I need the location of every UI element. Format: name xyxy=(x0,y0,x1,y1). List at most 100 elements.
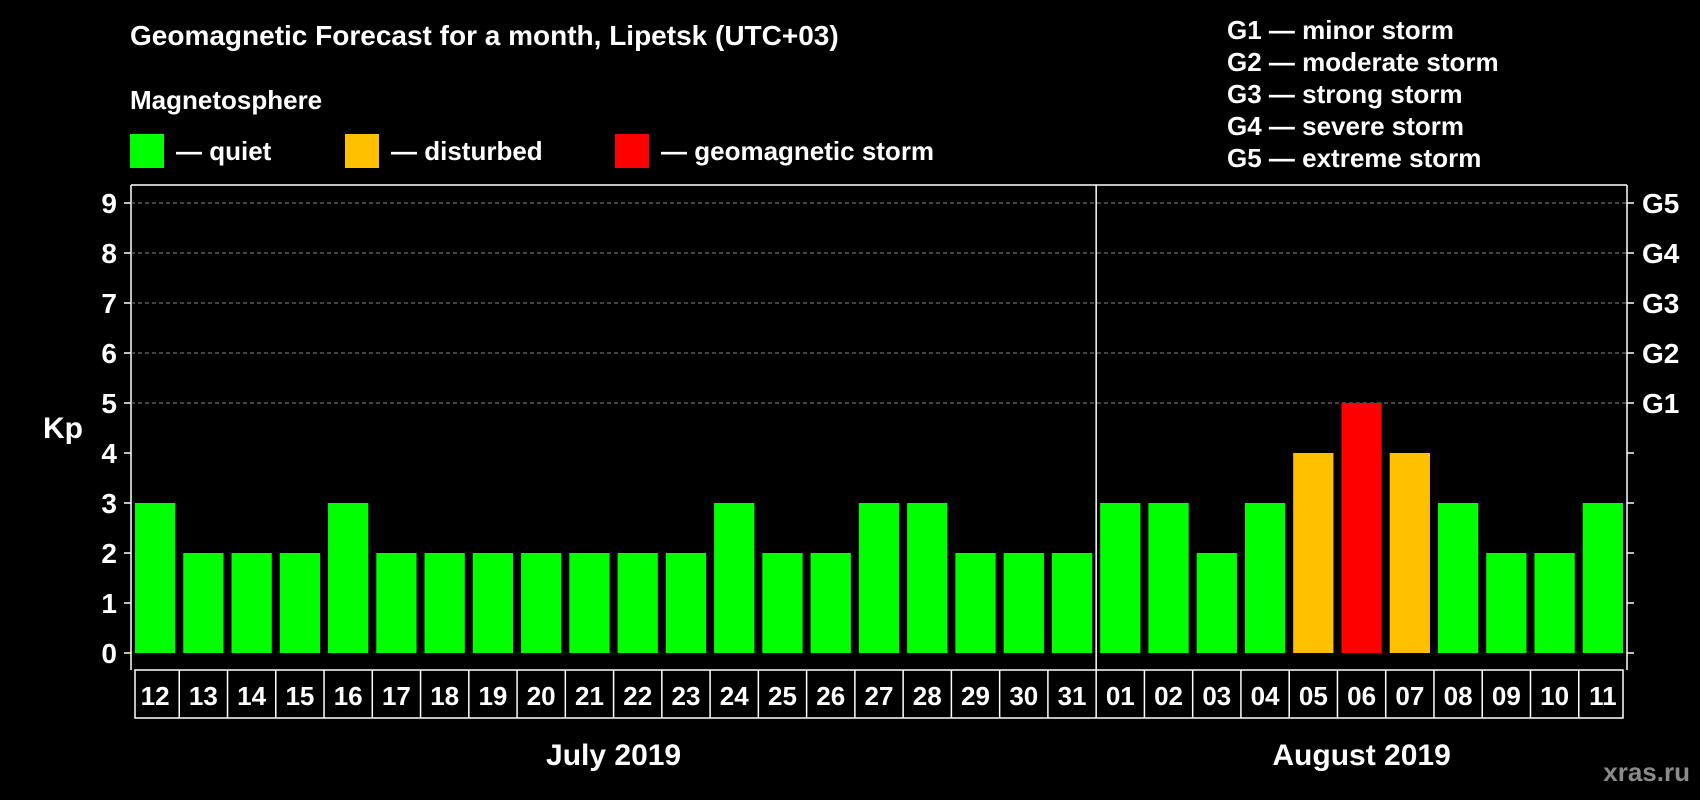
month-label-0: July 2019 xyxy=(546,739,681,772)
x-tick-label-21: 21 xyxy=(575,681,604,711)
y-tick-label-9: 9 xyxy=(101,188,117,219)
legend-item-storm: — geomagnetic storm xyxy=(615,134,934,168)
legend-swatch-quiet xyxy=(130,134,164,168)
bar-21 xyxy=(569,553,610,653)
legend-swatch-storm xyxy=(615,134,649,168)
x-tick-label-14: 14 xyxy=(237,681,266,711)
bar-04 xyxy=(1244,503,1286,653)
bar-31 xyxy=(1051,553,1093,653)
bar-16 xyxy=(328,503,369,653)
x-tick-label-28: 28 xyxy=(913,681,942,711)
right-axis-label-g3: G3 xyxy=(1642,288,1679,319)
bar-03 xyxy=(1196,553,1237,653)
x-tick-label-31: 31 xyxy=(1058,681,1087,711)
bar-10 xyxy=(1534,553,1575,653)
storm-scale-g2: G2 — moderate storm xyxy=(1227,47,1499,77)
watermark: xras.ru xyxy=(1603,757,1690,787)
legend-item-disturbed: — disturbed xyxy=(345,134,615,168)
right-axis-label-g4: G4 xyxy=(1642,238,1680,269)
x-tick-label-22: 22 xyxy=(623,681,652,711)
y-tick-label-3: 3 xyxy=(101,488,117,519)
bar-02 xyxy=(1148,503,1189,653)
x-tick-label-07: 07 xyxy=(1395,681,1424,711)
x-tick-label-05: 05 xyxy=(1299,681,1328,711)
x-tick-label-29: 29 xyxy=(961,681,990,711)
y-axis-label: Kp xyxy=(43,412,83,445)
bar-27 xyxy=(858,503,900,653)
x-tick-label-08: 08 xyxy=(1444,681,1473,711)
bar-15 xyxy=(279,553,321,653)
y-tick-label-2: 2 xyxy=(101,538,117,569)
storm-scale-g1: G1 — minor storm xyxy=(1227,15,1454,45)
legend-title: Magnetosphere xyxy=(130,85,323,115)
day-label-strip xyxy=(134,669,1624,719)
x-tick-label-23: 23 xyxy=(672,681,701,711)
x-tick-label-20: 20 xyxy=(527,681,556,711)
y-tick-label-6: 6 xyxy=(101,338,117,369)
x-tick-label-17: 17 xyxy=(382,681,411,711)
x-tick-label-02: 02 xyxy=(1154,681,1183,711)
x-tick-label-18: 18 xyxy=(430,681,459,711)
storm-scale-g4: G4 — severe storm xyxy=(1227,111,1465,141)
x-tick-label-04: 04 xyxy=(1251,681,1280,711)
y-tick-label-8: 8 xyxy=(101,238,117,269)
y-tick-label-7: 7 xyxy=(101,288,117,319)
right-axis-label-g1: G1 xyxy=(1642,388,1679,419)
right-axis-label-g5: G5 xyxy=(1642,188,1679,219)
legend-item-quiet: — quiet xyxy=(130,134,345,168)
bar-29 xyxy=(955,553,996,653)
storm-scale-g3: G3 — strong storm xyxy=(1227,79,1463,109)
month-label-1: August 2019 xyxy=(1272,739,1450,772)
bar-30 xyxy=(1003,553,1044,653)
y-tick-label-5: 5 xyxy=(101,388,117,419)
bar-26 xyxy=(810,553,851,653)
legend-swatch-disturbed xyxy=(345,134,379,168)
right-axis-label-g2: G2 xyxy=(1642,338,1679,369)
x-tick-label-27: 27 xyxy=(865,681,894,711)
x-tick-label-26: 26 xyxy=(816,681,845,711)
x-tick-label-12: 12 xyxy=(141,681,170,711)
x-tick-label-11: 11 xyxy=(1589,681,1617,711)
bar-11 xyxy=(1582,503,1623,653)
x-tick-label-25: 25 xyxy=(768,681,797,711)
bar-14 xyxy=(231,553,272,653)
bar-17 xyxy=(376,553,417,653)
bar-23 xyxy=(665,553,707,653)
bar-07 xyxy=(1389,453,1430,653)
y-tick-label-1: 1 xyxy=(101,588,117,619)
x-tick-label-06: 06 xyxy=(1347,681,1376,711)
x-tick-label-30: 30 xyxy=(1009,681,1038,711)
legend: — quiet — disturbed — geomagnetic storm xyxy=(130,134,934,168)
bar-13 xyxy=(183,553,224,653)
legend-label-storm: — geomagnetic storm xyxy=(661,135,935,166)
bar-06 xyxy=(1341,403,1382,653)
bar-22 xyxy=(617,553,658,653)
bar-12 xyxy=(135,503,176,653)
bar-01 xyxy=(1100,503,1141,653)
x-tick-label-03: 03 xyxy=(1202,681,1231,711)
legend-label-disturbed: — disturbed xyxy=(391,135,543,166)
legend-label-quiet: — quiet xyxy=(176,135,272,166)
bar-24 xyxy=(714,503,755,653)
x-tick-label-15: 15 xyxy=(285,681,314,711)
bar-08 xyxy=(1437,503,1479,653)
bar-18 xyxy=(424,553,465,653)
chart-title: Geomagnetic Forecast for a month, Lipets… xyxy=(130,20,839,51)
bar-25 xyxy=(762,553,803,653)
bar-09 xyxy=(1486,553,1527,653)
bar-05 xyxy=(1293,453,1334,653)
bar-19 xyxy=(472,553,514,653)
x-tick-label-13: 13 xyxy=(189,681,218,711)
bar-20 xyxy=(521,553,562,653)
x-tick-label-10: 10 xyxy=(1540,681,1569,711)
storm-scale-g5: G5 — extreme storm xyxy=(1227,143,1482,173)
x-tick-label-01: 01 xyxy=(1106,681,1135,711)
y-tick-label-0: 0 xyxy=(101,638,117,669)
storm-scale: G1 — minor storm G2 — moderate storm G3 … xyxy=(1227,14,1499,174)
bar-28 xyxy=(907,503,948,653)
x-tick-label-19: 19 xyxy=(478,681,507,711)
x-tick-label-24: 24 xyxy=(720,681,749,711)
x-tick-label-16: 16 xyxy=(334,681,363,711)
x-tick-label-09: 09 xyxy=(1492,681,1521,711)
